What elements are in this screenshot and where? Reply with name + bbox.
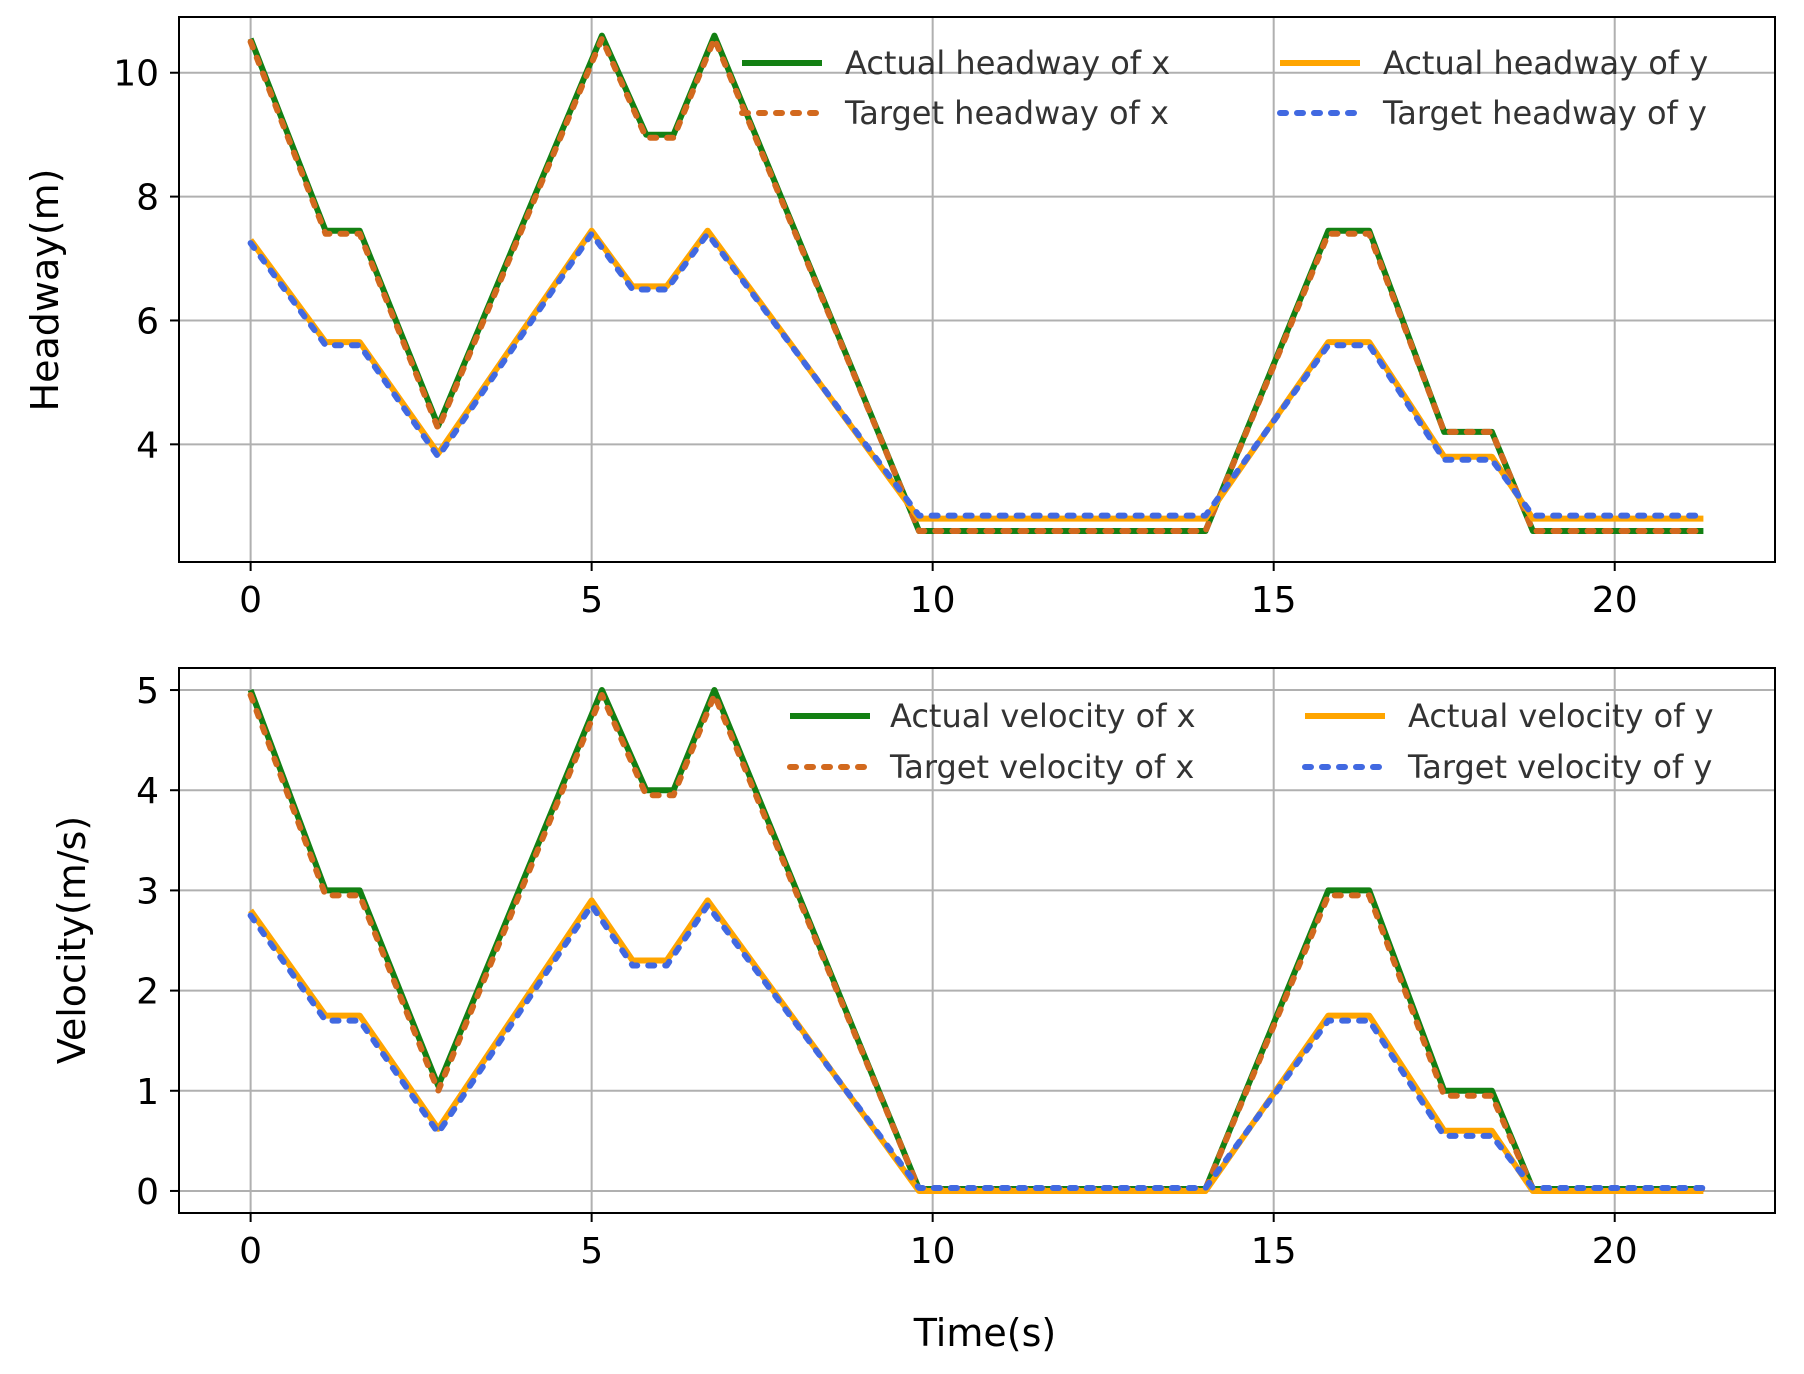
headway-series (247, 32, 1707, 534)
headway-x-tick-label-15: 15 (1251, 580, 1297, 621)
velocity-plot-frame (178, 667, 1776, 1214)
series-line-target-headway-of-y (247, 230, 1707, 519)
legend-label-actual-velocity-x: Actual velocity of x (890, 697, 1196, 735)
velocity-y-axis-label: Velocity(m/s) (50, 816, 94, 1064)
legend-label-target-velocity-x: Target velocity of x (889, 748, 1194, 786)
legend-label-target-velocity-y: Target velocity of y (1407, 748, 1712, 786)
velocity-grid (179, 668, 1775, 1213)
headway-chart: 0 5 10 15 20 4 6 8 10 Headway(m) Actual headway … (23, 16, 1776, 621)
legend-label-actual-headway-x: Actual headway of x (845, 44, 1170, 82)
velocity-legend: Actual velocity of x Target velocity of … (787, 697, 1714, 786)
series-line-target-headway-of-x (247, 35, 1707, 534)
velocity-chart: 0 5 10 15 20 0 1 2 3 4 5 Velocity(m/s) Time(s) Act… (50, 667, 1776, 1355)
headway-x-tick-label-5: 5 (580, 580, 603, 621)
velocity-y-tick-label-2: 2 (136, 972, 159, 1013)
velocity-x-axis-label: Time(s) (913, 1311, 1056, 1355)
headway-x-tick-label-0: 0 (239, 580, 262, 621)
headway-legend: Actual headway of x Target headway of x … (739, 44, 1708, 132)
headway-y-tick-label-6: 6 (136, 301, 159, 342)
legend-label-actual-headway-y: Actual headway of y (1383, 44, 1708, 82)
velocity-x-tick-label-0: 0 (239, 1231, 262, 1272)
velocity-y-tick-label-1: 1 (136, 1072, 159, 1113)
headway-y-tick-label-10: 10 (113, 54, 159, 95)
headway-y-tick-label-8: 8 (136, 178, 159, 219)
headway-x-tick-label-20: 20 (1592, 580, 1638, 621)
velocity-x-tick-label-20: 20 (1592, 1231, 1638, 1272)
velocity-y-tick-label-0: 0 (136, 1172, 159, 1213)
velocity-y-tick-label-4: 4 (136, 771, 159, 812)
velocity-x-tick-label-5: 5 (580, 1231, 603, 1272)
velocity-ticks: 0 5 10 15 20 0 1 2 3 4 5 (136, 671, 1638, 1272)
velocity-y-tick-label-5: 5 (136, 671, 159, 712)
velocity-x-tick-label-10: 10 (910, 1231, 956, 1272)
legend-label-actual-velocity-y: Actual velocity of y (1408, 697, 1714, 735)
headway-ticks: 0 5 10 15 20 4 6 8 10 (113, 54, 1637, 621)
headway-plot-frame (178, 16, 1776, 563)
series-line-target-velocity-of-y (247, 902, 1707, 1191)
headway-grid (179, 17, 1775, 562)
velocity-y-tick-label-3: 3 (136, 871, 159, 912)
velocity-x-tick-label-15: 15 (1251, 1231, 1297, 1272)
series-line-target-velocity-of-x (247, 692, 1707, 1192)
headway-x-tick-label-10: 10 (910, 580, 956, 621)
legend-label-target-headway-x: Target headway of x (844, 94, 1169, 132)
headway-y-tick-label-4: 4 (136, 425, 159, 466)
headway-y-axis-label: Headway(m) (23, 169, 67, 412)
velocity-series (247, 687, 1707, 1194)
legend-label-target-headway-y: Target headway of y (1382, 94, 1707, 132)
